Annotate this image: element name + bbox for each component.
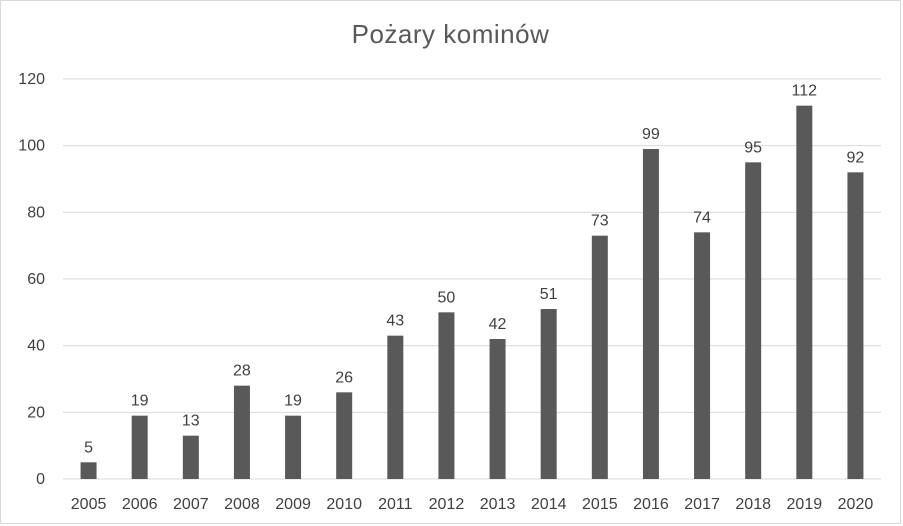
y-tick-label: 20 [27,404,45,421]
data-label-2014: 51 [540,286,558,303]
y-tick-label: 40 [27,338,45,355]
bar-2014 [540,309,557,479]
x-tick-label-2016: 2016 [633,496,669,513]
y-tick-label: 100 [18,138,45,155]
bar-2007 [182,435,199,479]
data-label-2019: 112 [792,83,818,100]
bar-2011 [387,335,404,479]
bar-2019 [796,105,813,480]
data-label-2007: 13 [182,413,200,430]
x-tick-label-2018: 2018 [735,496,771,513]
data-label-2010: 26 [335,369,353,386]
data-label-2009: 19 [284,393,302,410]
data-labels: 5 19 13 28 19 26 43 50 42 51 73 99 74 95 112 92 [84,83,864,457]
x-tick-label-2008: 2008 [224,496,260,513]
x-tick-label-2015: 2015 [582,496,618,513]
y-axis-ticks: 0 20 40 60 80 100 120 [18,71,45,488]
bar-2008 [233,385,250,479]
data-label-2005: 5 [84,439,93,456]
bar-2018 [745,162,762,480]
y-tick-label: 0 [36,471,45,488]
data-label-2008: 28 [233,363,251,380]
x-tick-label-2011: 2011 [378,496,413,513]
data-label-2011: 43 [386,313,404,330]
bar-2016 [642,149,659,479]
bar-2009 [285,415,302,479]
data-label-2020: 92 [847,149,865,166]
x-tick-label-2019: 2019 [787,496,823,513]
x-tick-label-2017: 2017 [684,496,720,513]
data-label-2017: 74 [693,209,711,226]
x-tick-label-2013: 2013 [480,496,516,513]
bar-2005 [80,462,97,479]
x-tick-label-2007: 2007 [173,496,209,513]
y-tick-label: 60 [27,271,45,288]
gridlines [63,78,881,480]
x-tick-label-2006: 2006 [122,496,158,513]
bar-2006 [131,415,148,479]
bar-2010 [336,392,353,479]
data-label-2016: 99 [642,126,660,143]
chart-title: Pożary kominów [351,19,550,49]
x-tick-label-2020: 2020 [838,496,874,513]
x-tick-label-2014: 2014 [531,496,567,513]
x-tick-label-2009: 2009 [275,496,311,513]
bar-2013 [489,339,506,479]
bar-2012 [438,312,455,479]
x-tick-label-2005: 2005 [71,496,107,513]
y-tick-label: 120 [18,71,45,88]
bars [80,105,864,480]
data-label-2015: 73 [591,213,609,230]
data-label-2006: 19 [131,393,149,410]
x-tick-label-2010: 2010 [326,496,362,513]
data-label-2012: 50 [438,289,456,306]
bar-2015 [591,235,608,479]
x-tick-label-2012: 2012 [429,496,465,513]
bar-2020 [847,172,864,480]
bar-2017 [694,232,711,479]
x-axis-ticks: 2005 2006 2007 2008 2009 2010 2011 2012 2013 2014… [71,496,874,513]
data-label-2013: 42 [489,316,507,333]
data-label-2018: 95 [744,139,762,156]
y-tick-label: 80 [27,204,45,221]
